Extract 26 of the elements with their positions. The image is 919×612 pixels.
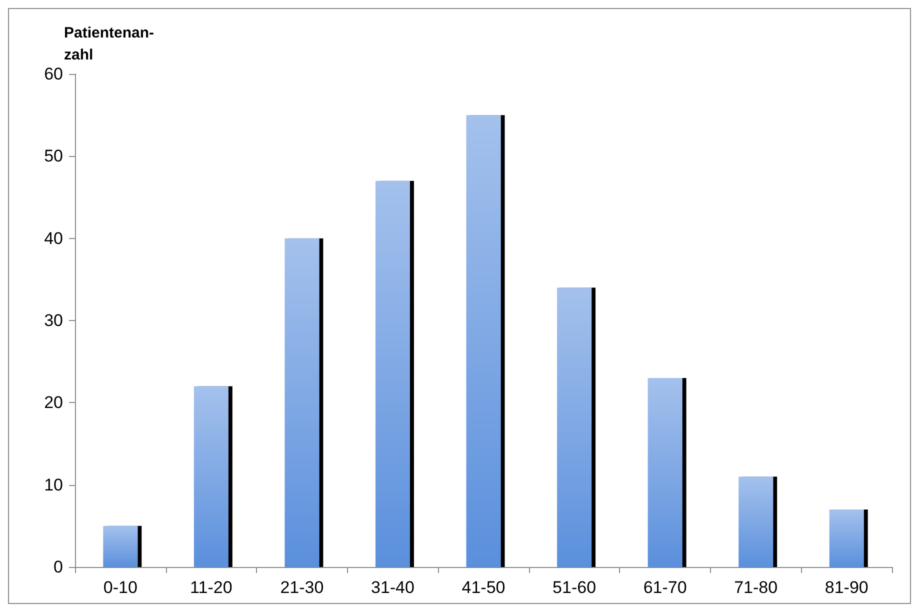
y-tick-label: 40 <box>44 228 63 248</box>
x-tick-label: 81-90 <box>824 578 868 597</box>
y-tick-label: 0 <box>54 558 63 576</box>
x-tick-label: 41-50 <box>462 578 506 597</box>
bar <box>103 526 138 567</box>
x-tick-label: 61-70 <box>643 578 687 597</box>
x-tick-label: 51-60 <box>552 578 596 597</box>
bar <box>284 238 320 567</box>
x-tick-label: 0-10 <box>103 578 138 597</box>
bar <box>194 386 228 567</box>
y-axis-title: Patientenan- zahl <box>64 24 154 64</box>
x-tick-label: 11-20 <box>190 578 232 597</box>
x-tick-label: 21-30 <box>280 578 324 597</box>
bar <box>738 476 774 567</box>
y-tick-label: 10 <box>44 475 63 494</box>
y-tick-label: 60 <box>44 64 63 84</box>
y-tick-label: 30 <box>44 311 63 330</box>
x-tick-label: 31-40 <box>370 578 414 597</box>
bar <box>648 378 682 567</box>
x-tick-label: 71-80 <box>734 578 778 597</box>
bar <box>829 509 864 567</box>
bar <box>557 288 592 567</box>
y-tick-label: 50 <box>44 146 63 166</box>
y-tick-label: 20 <box>44 393 63 412</box>
bar <box>466 115 501 567</box>
bar <box>375 180 410 567</box>
